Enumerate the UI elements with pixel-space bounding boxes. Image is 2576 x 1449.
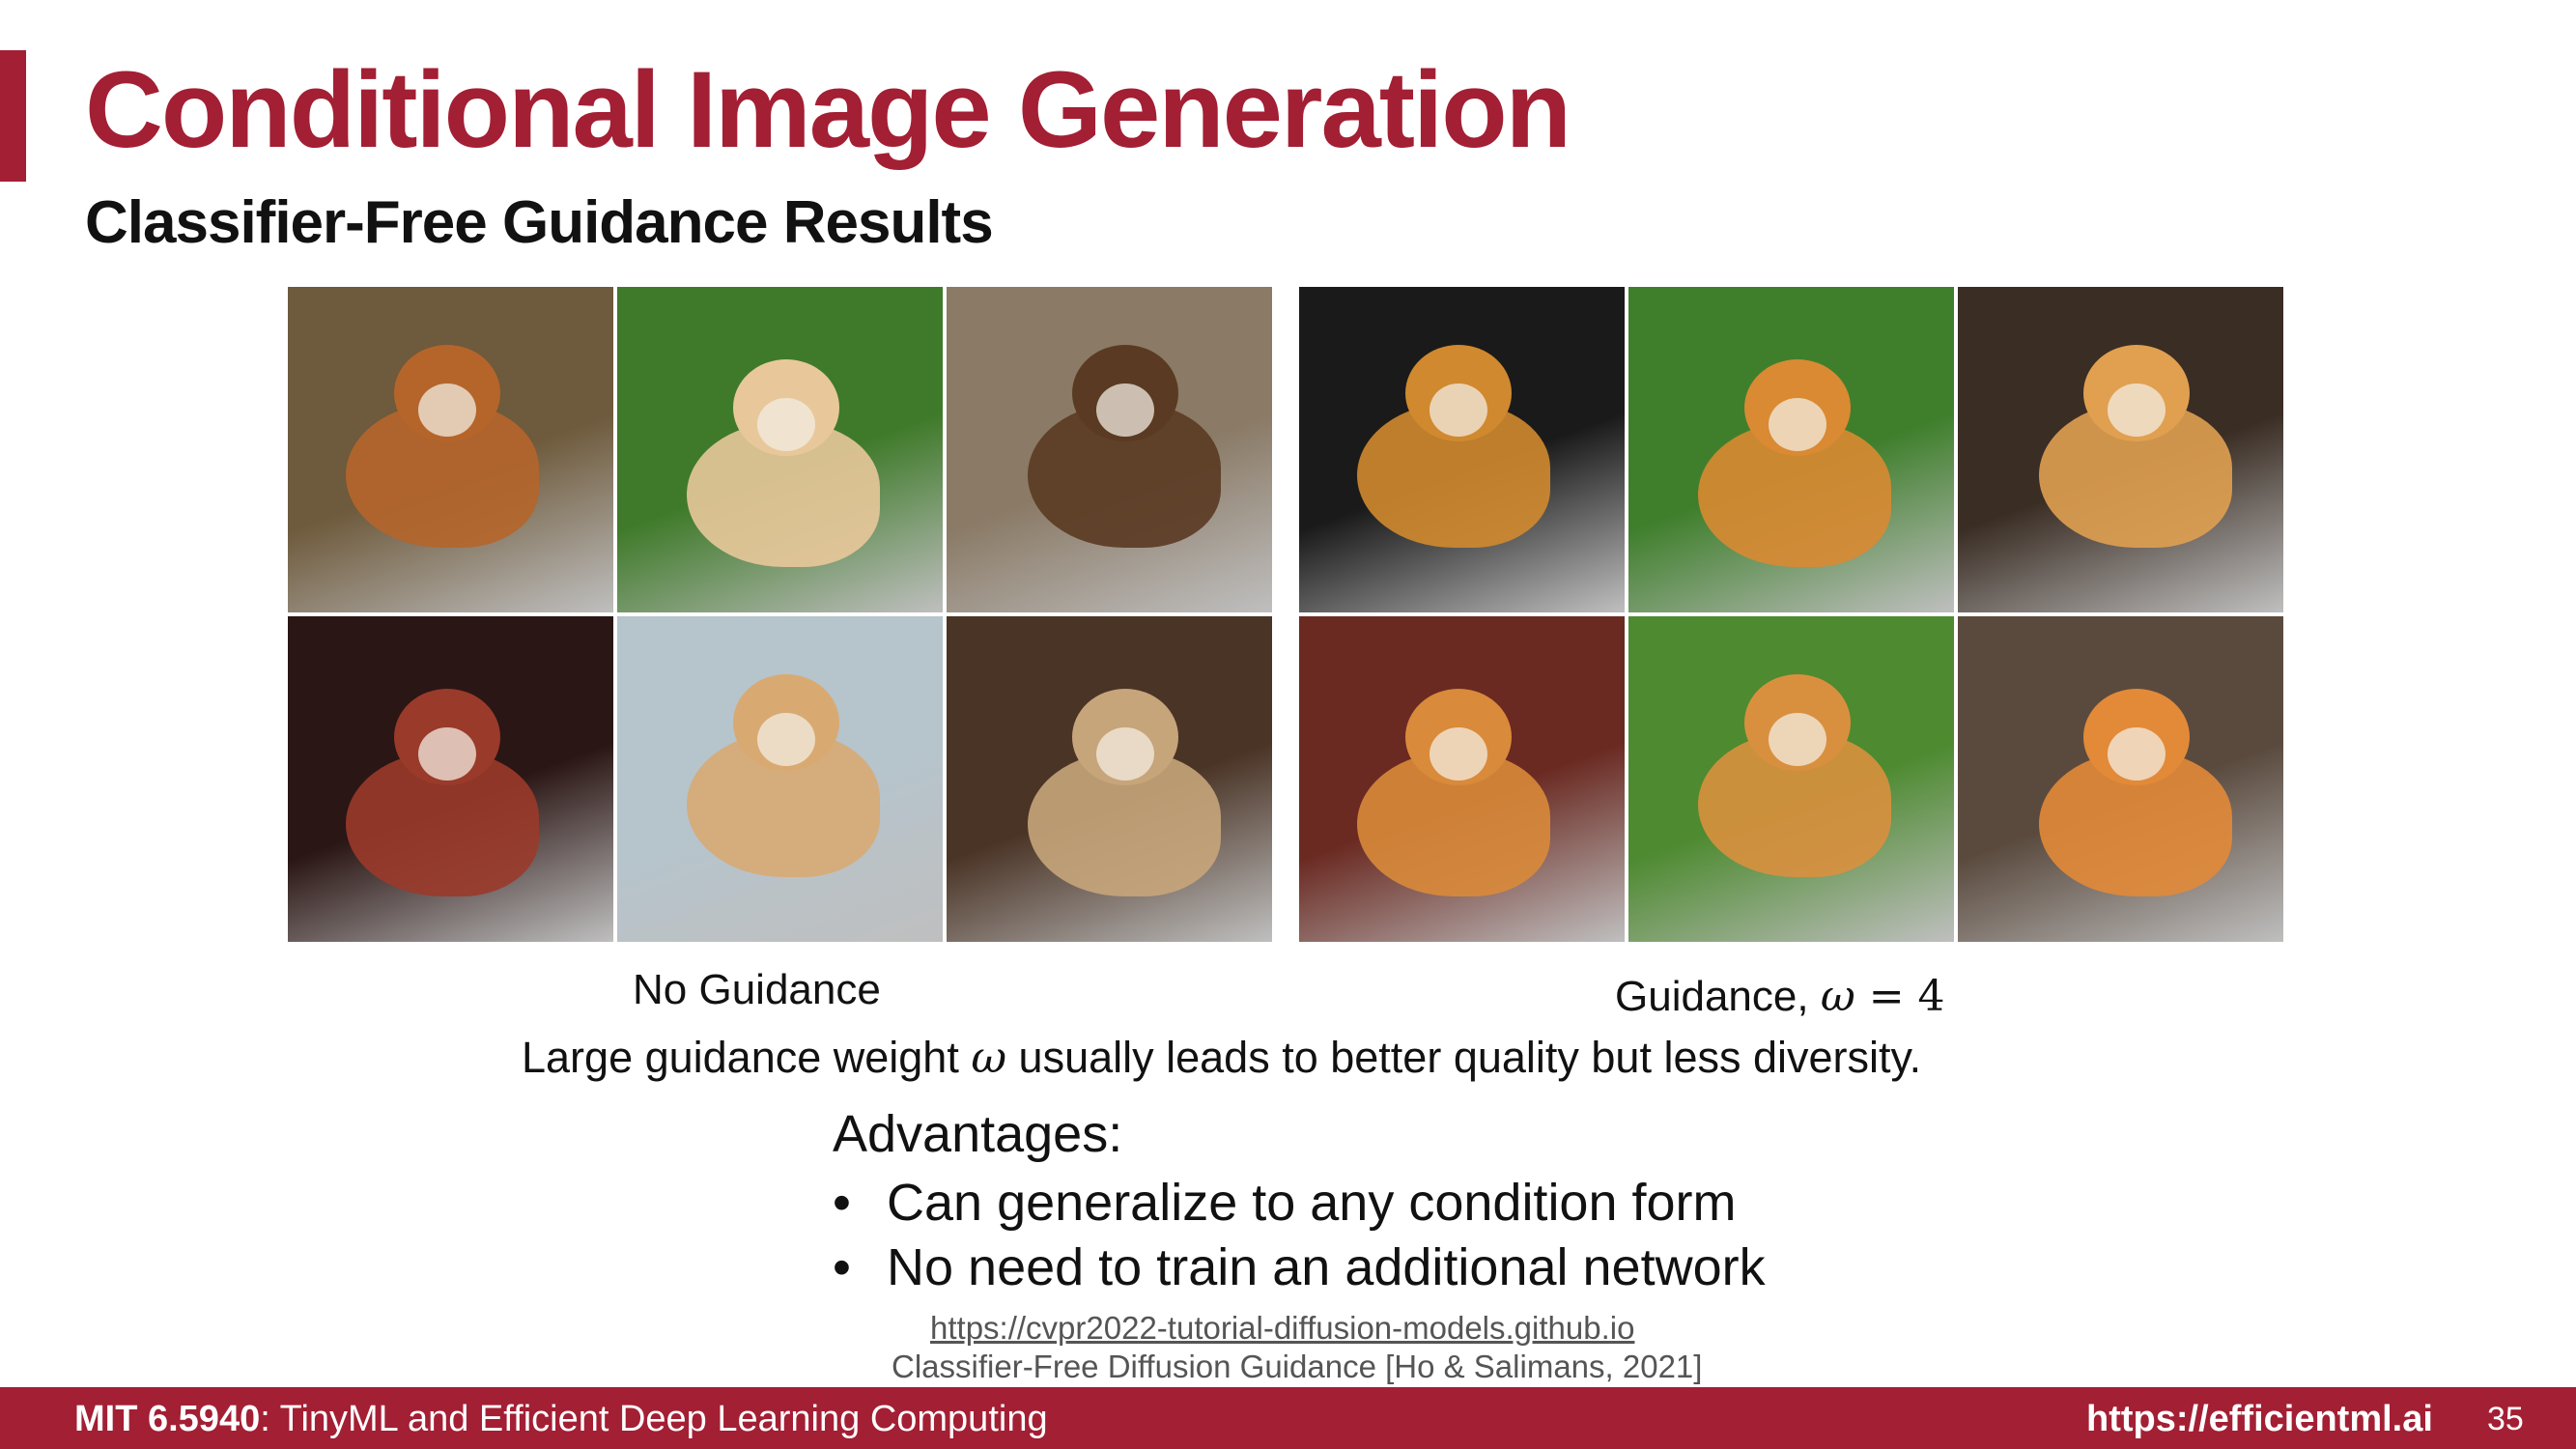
people-with-dog-image bbox=[288, 616, 613, 942]
advantages-heading: Advantages: bbox=[833, 1105, 1123, 1163]
corgi-smiling-image bbox=[1958, 616, 2283, 942]
corgi-face-closeup-image bbox=[1299, 287, 1625, 612]
omega-symbol: ω bbox=[1820, 972, 1855, 1021]
subject-face-shape bbox=[1096, 384, 1154, 437]
advantage-text: Can generalize to any condition form bbox=[887, 1174, 1737, 1232]
forest-floor-image bbox=[947, 287, 1272, 612]
subject-face-shape bbox=[1430, 727, 1487, 781]
advantages-list: • Can generalize to any condition form • N… bbox=[833, 1171, 1766, 1300]
course-code: MIT 6.5940 bbox=[74, 1399, 261, 1439]
no-guidance-caption: No Guidance bbox=[633, 966, 881, 1013]
guidance-caption-value: = 4 bbox=[1854, 972, 1945, 1021]
list-item: • Can generalize to any condition form bbox=[833, 1171, 1766, 1236]
subject-face-shape bbox=[1769, 398, 1826, 451]
takeaway-text: Large guidance weight ω usually leads to… bbox=[522, 1036, 1921, 1079]
takeaway-before: Large guidance weight bbox=[522, 1033, 972, 1082]
page-number: 35 bbox=[2487, 1401, 2524, 1437]
reference-link[interactable]: https://cvpr2022-tutorial-diffusion-mode… bbox=[930, 1310, 1635, 1346]
bullet-icon: • bbox=[833, 1238, 851, 1296]
corgi-lying-carpet-image bbox=[1299, 616, 1625, 942]
subject-face-shape bbox=[1769, 713, 1826, 766]
subject-face-shape bbox=[418, 384, 476, 437]
guidance-image-grid bbox=[1299, 287, 2283, 942]
title-accent-bar bbox=[0, 50, 26, 182]
subject-face-shape bbox=[2108, 727, 2166, 781]
footer-url: https://efficientml.ai bbox=[2086, 1399, 2433, 1439]
corgi-sitting-mulch-image bbox=[1958, 287, 2283, 612]
guidance-caption-prefix: Guidance, bbox=[1615, 973, 1821, 1020]
footer-course: MIT 6.5940: TinyML and Efficient Deep Le… bbox=[74, 1401, 1048, 1437]
corgi-on-grass-image bbox=[617, 287, 943, 612]
subject-face-shape bbox=[757, 398, 815, 451]
corgi-sitting-lawn-image bbox=[1628, 616, 1954, 942]
subject-face-shape bbox=[1096, 727, 1154, 781]
page-title: Conditional Image Generation bbox=[85, 49, 1571, 170]
guidance-caption: Guidance, ω = 4 bbox=[1615, 976, 1945, 1018]
corgi-standing-grass-image bbox=[1628, 287, 1954, 612]
page-subtitle: Classifier-Free Guidance Results bbox=[85, 189, 994, 256]
fluffy-dog-indoors-image bbox=[947, 616, 1272, 942]
reference-citation: Classifier-Free Diffusion Guidance [Ho &… bbox=[892, 1349, 1703, 1384]
corgi-by-lake-image bbox=[617, 616, 943, 942]
footer-bar: MIT 6.5940: TinyML and Efficient Deep Le… bbox=[0, 1387, 2576, 1449]
list-item: • No need to train an additional network bbox=[833, 1236, 1766, 1300]
course-name: : TinyML and Efficient Deep Learning Com… bbox=[260, 1399, 1048, 1439]
subject-face-shape bbox=[757, 713, 815, 766]
advantage-text: No need to train an additional network bbox=[887, 1238, 1766, 1296]
omega-symbol: ω bbox=[971, 1032, 1007, 1083]
subject-face-shape bbox=[1430, 384, 1487, 437]
bullet-icon: • bbox=[833, 1174, 851, 1232]
corgi-puppy-closeup-image bbox=[288, 287, 613, 612]
no-guidance-image-grid bbox=[288, 287, 1272, 942]
takeaway-after: usually leads to better quality but less… bbox=[1006, 1033, 1922, 1082]
subject-face-shape bbox=[2108, 384, 2166, 437]
subject-face-shape bbox=[418, 727, 476, 781]
